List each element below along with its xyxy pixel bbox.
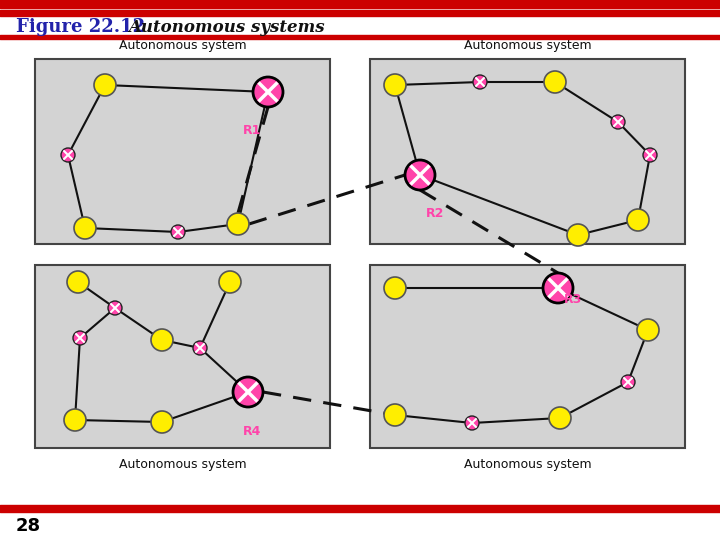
- Text: Autonomous systems: Autonomous systems: [128, 18, 325, 36]
- Circle shape: [627, 209, 649, 231]
- Circle shape: [64, 409, 86, 431]
- Circle shape: [621, 375, 635, 389]
- Bar: [370, 265, 685, 448]
- Circle shape: [465, 416, 479, 430]
- Bar: [370, 59, 685, 244]
- Circle shape: [473, 75, 487, 89]
- Circle shape: [151, 411, 173, 433]
- Circle shape: [94, 74, 116, 96]
- Text: R1: R1: [243, 124, 261, 137]
- Circle shape: [549, 407, 571, 429]
- Text: R4: R4: [243, 425, 261, 438]
- Circle shape: [61, 148, 75, 162]
- Circle shape: [384, 74, 406, 96]
- Circle shape: [219, 271, 241, 293]
- Text: R2: R2: [426, 207, 444, 220]
- Circle shape: [108, 301, 122, 315]
- Circle shape: [74, 217, 96, 239]
- Circle shape: [227, 213, 249, 235]
- Circle shape: [233, 377, 263, 407]
- Circle shape: [544, 71, 566, 93]
- Circle shape: [73, 331, 87, 345]
- Circle shape: [611, 115, 625, 129]
- Circle shape: [405, 160, 435, 190]
- Circle shape: [253, 77, 283, 107]
- Text: Autonomous system: Autonomous system: [464, 458, 591, 471]
- Circle shape: [171, 225, 185, 239]
- Bar: [35, 265, 330, 448]
- Text: Autonomous system: Autonomous system: [464, 39, 591, 52]
- Text: Autonomous system: Autonomous system: [119, 458, 246, 471]
- Bar: [35, 59, 330, 244]
- Circle shape: [637, 319, 659, 341]
- Circle shape: [384, 404, 406, 426]
- Circle shape: [643, 148, 657, 162]
- Circle shape: [151, 329, 173, 351]
- Circle shape: [67, 271, 89, 293]
- Circle shape: [567, 224, 589, 246]
- Text: 28: 28: [16, 517, 41, 535]
- Circle shape: [384, 277, 406, 299]
- Text: Autonomous system: Autonomous system: [119, 39, 246, 52]
- Circle shape: [193, 341, 207, 355]
- Text: Figure 22.12: Figure 22.12: [16, 18, 145, 36]
- Text: R3: R3: [564, 293, 582, 306]
- Circle shape: [543, 273, 573, 303]
